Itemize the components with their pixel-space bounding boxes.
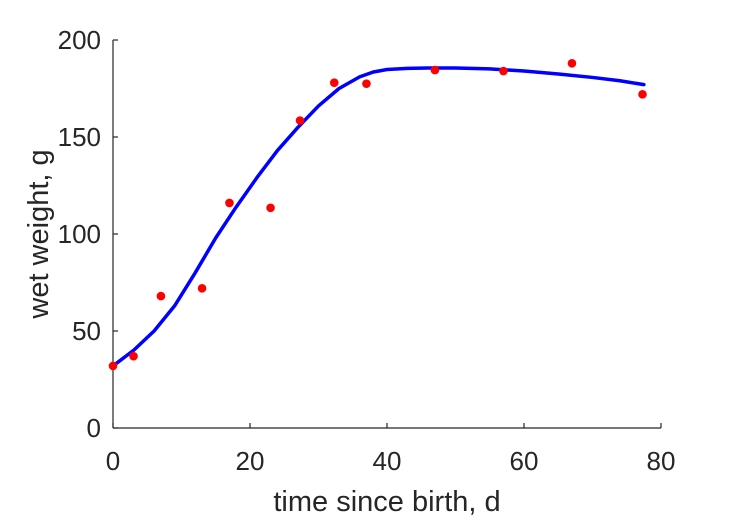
plot-area (108, 58, 647, 371)
y-axis-label: wet weight, g (23, 149, 55, 319)
data-point (197, 284, 207, 293)
x-tick-label: 60 (510, 446, 539, 476)
y-tick-label: 50 (72, 316, 101, 346)
axes: 0 20 40 60 80 0 50 100 150 200 (58, 25, 676, 476)
data-point (362, 79, 371, 88)
data-point (108, 361, 118, 371)
data-point (295, 116, 305, 125)
data-point (567, 58, 577, 68)
x-axis-label: time since birth, d (273, 486, 500, 518)
data-point (225, 198, 234, 208)
data-point (499, 66, 508, 76)
fit-line (111, 66, 646, 368)
data-point (329, 78, 339, 87)
data-point (266, 203, 275, 213)
data-point (430, 65, 440, 75)
data-point (129, 351, 138, 361)
x-tick-label: 80 (647, 446, 676, 476)
y-tick-label: 200 (58, 25, 101, 55)
x-tick-label: 40 (373, 446, 402, 476)
y-tick-label: 0 (87, 413, 101, 443)
y-tick-label: 150 (58, 122, 101, 152)
x-tick-label: 20 (236, 446, 265, 476)
y-ticks: 0 50 100 150 200 (58, 25, 118, 443)
y-tick-label: 100 (58, 219, 101, 249)
x-ticks: 0 20 40 60 80 (106, 423, 676, 476)
data-point (638, 90, 647, 99)
x-tick-label: 0 (106, 446, 120, 476)
data-point (156, 291, 166, 301)
